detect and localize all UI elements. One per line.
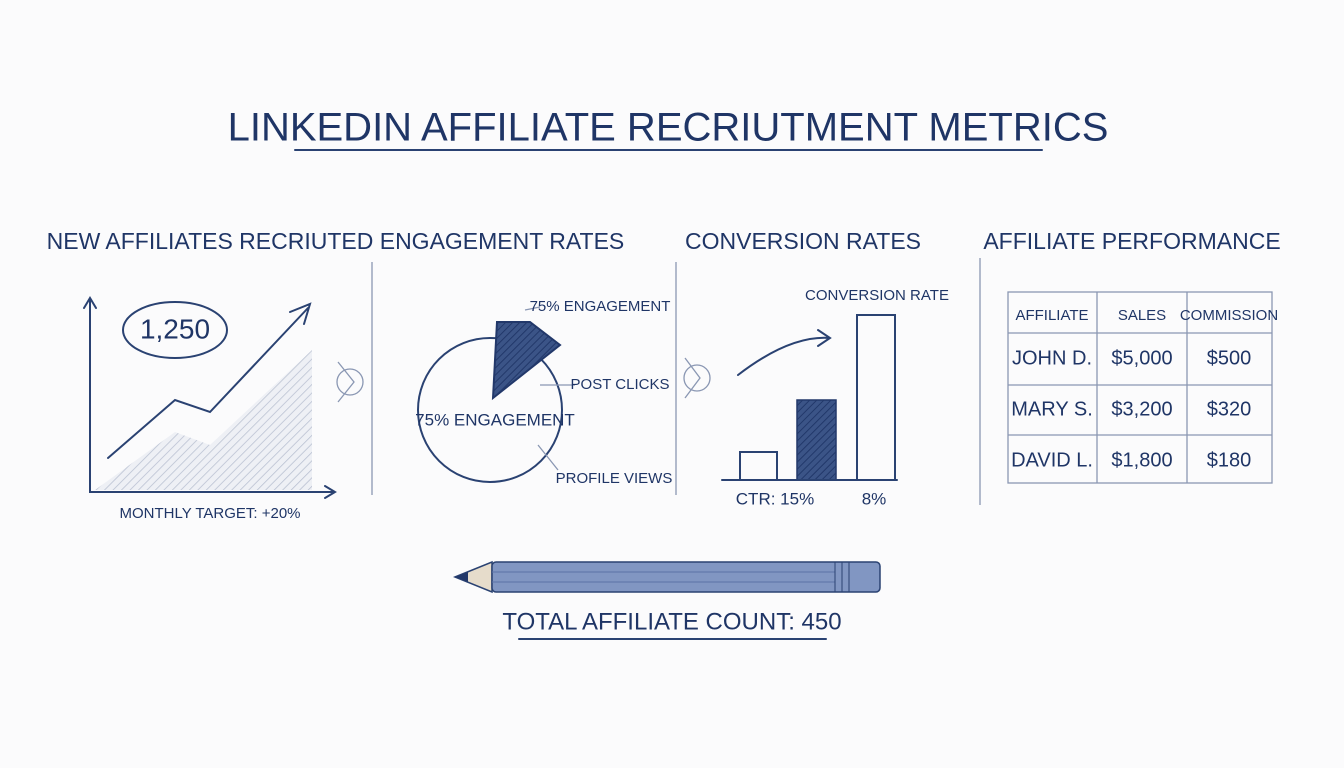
bar-sketch [796,399,837,481]
table-cell: MARY S. [1011,398,1093,420]
bar-sketch [856,314,896,481]
pie-wedge [491,321,562,401]
table-cell: $1,800 [1111,449,1172,471]
table-cell: DAVID L. [1011,449,1093,471]
value-bubble [122,301,228,359]
label: 75% ENGAGEMENT [530,298,671,315]
table-cell: $320 [1207,398,1252,420]
leader-lines [524,306,575,471]
bar-sketch [739,451,778,481]
note: MONTHLY TARGET: +20% [119,505,300,522]
table-grid [1007,291,1273,484]
footer: TOTAL AFFILIATE COUNT: 450 [502,608,841,635]
connector [336,357,711,403]
value: 1,250 [140,313,210,344]
panel-title: NEW AFFILIATES RECRIUTED [47,228,374,254]
label: 75% ENGAGEMENT [415,410,575,429]
table-cell: $3,200 [1111,398,1172,420]
arrow [737,329,832,376]
axes [83,296,337,499]
table-cell: $5,000 [1111,347,1172,369]
table-cell: $180 [1207,449,1252,471]
panel-title: CONVERSION RATES [685,228,921,254]
pie [417,337,563,483]
table-cell: JOHN D. [1012,347,1092,369]
table: AFFILIATE SALES COMMISSION JOHN D. $5,000 $50… [1011,307,1278,471]
panel-title: ENGAGEMENT RATES [380,228,625,254]
label: CONVERSION RATE [805,287,949,304]
panel-title: AFFILIATE PERFORMANCE [983,228,1280,254]
area-sketch [95,350,312,490]
title: LINKEDIN AFFILIATE RECRIUTMENT METRICS [228,106,1109,150]
table-cell: $500 [1207,347,1252,369]
trend-arrow [107,302,312,459]
table-header: SALES [1118,307,1166,324]
label: POST CLICKS [571,376,670,393]
table-header: COMMISSION [1180,307,1278,324]
label: PROFILE VIEWS [556,470,673,487]
label: CTR: 15% [736,489,814,508]
pencil [453,560,881,594]
table-header: AFFILIATE [1015,307,1088,324]
label: 8% [862,489,887,508]
